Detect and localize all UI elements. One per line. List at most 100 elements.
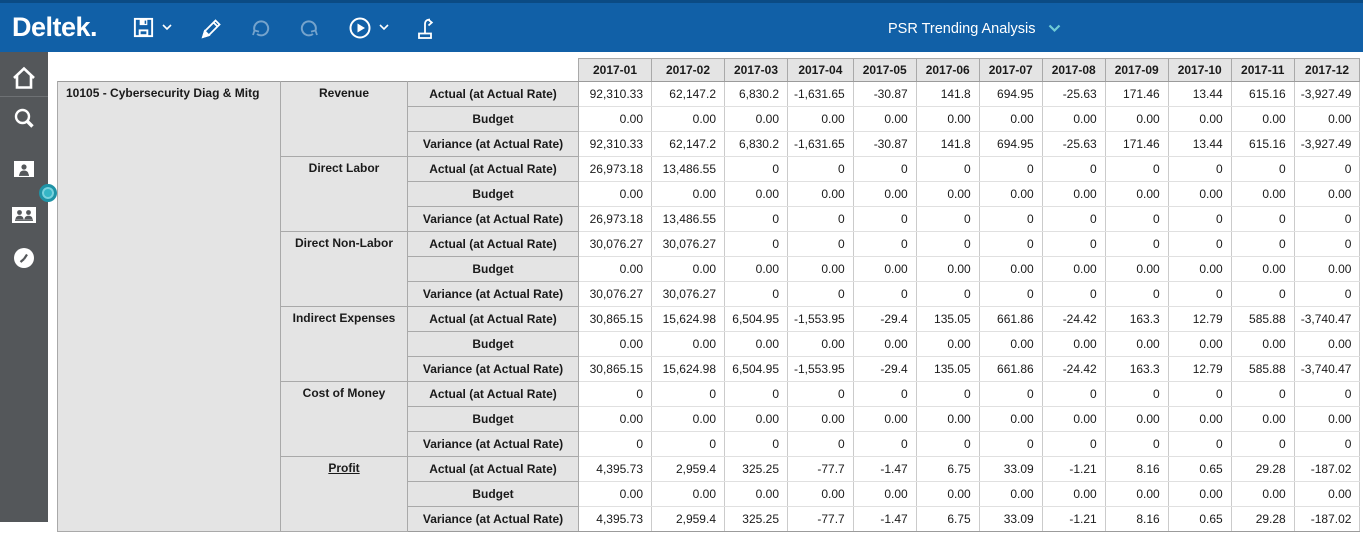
value-cell[interactable]: 0 xyxy=(1041,156,1106,182)
value-cell[interactable]: 6,830.2 xyxy=(724,81,788,107)
value-cell[interactable]: 0.00 xyxy=(915,106,980,132)
value-cell[interactable]: 0.00 xyxy=(978,181,1043,207)
value-cell[interactable]: 0.00 xyxy=(915,181,980,207)
category-cell[interactable]: Indirect Expenses xyxy=(280,306,408,382)
value-cell[interactable]: 0.00 xyxy=(915,331,980,357)
value-cell[interactable]: -77.7 xyxy=(787,506,854,532)
value-cell[interactable]: 163.3 xyxy=(1104,356,1169,382)
value-cell[interactable]: 0 xyxy=(1167,281,1232,307)
value-cell[interactable]: 585.88 xyxy=(1230,306,1295,332)
value-cell[interactable]: 29.28 xyxy=(1230,456,1295,482)
value-cell[interactable]: 0.00 xyxy=(651,256,725,282)
value-cell[interactable]: 0 xyxy=(978,431,1043,457)
value-cell[interactable]: 0.00 xyxy=(852,331,917,357)
value-cell[interactable]: 0 xyxy=(1293,431,1361,457)
value-cell[interactable]: 0 xyxy=(1167,156,1232,182)
sidebar-item-people[interactable] xyxy=(0,206,48,231)
value-cell[interactable]: 26,973.18 xyxy=(578,206,652,232)
value-cell[interactable]: 0 xyxy=(787,156,854,182)
value-cell[interactable]: 0 xyxy=(1104,381,1169,407)
value-cell[interactable]: 15,624.98 xyxy=(651,356,725,382)
value-cell[interactable]: 0 xyxy=(852,381,917,407)
run-dropdown-chevron-icon[interactable] xyxy=(379,24,389,31)
value-cell[interactable]: 0 xyxy=(1230,381,1295,407)
value-cell[interactable]: 0.00 xyxy=(1230,181,1295,207)
value-cell[interactable]: -3,927.49 xyxy=(1293,131,1361,157)
value-cell[interactable]: 0 xyxy=(1167,206,1232,232)
value-cell[interactable]: 0 xyxy=(724,156,788,182)
value-cell[interactable]: 0.00 xyxy=(1293,331,1361,357)
value-cell[interactable]: 6.75 xyxy=(915,506,980,532)
value-cell[interactable]: 0.00 xyxy=(1293,481,1361,507)
value-cell[interactable]: -30.87 xyxy=(852,131,917,157)
value-cell[interactable]: 0.00 xyxy=(1167,406,1232,432)
value-cell[interactable]: 0.00 xyxy=(578,481,652,507)
value-cell[interactable]: 0.00 xyxy=(978,106,1043,132)
value-cell[interactable]: -1,631.65 xyxy=(787,81,854,107)
month-column-header[interactable]: 2017-11 xyxy=(1230,58,1295,82)
value-cell[interactable]: -3,740.47 xyxy=(1293,356,1361,382)
value-cell[interactable]: 0.00 xyxy=(1104,331,1169,357)
value-cell[interactable]: 0.00 xyxy=(651,481,725,507)
category-cell[interactable]: Revenue xyxy=(280,81,408,157)
value-cell[interactable]: 141.8 xyxy=(915,81,980,107)
value-cell[interactable]: 661.86 xyxy=(978,306,1043,332)
value-cell[interactable]: 0 xyxy=(1104,431,1169,457)
run-button[interactable] xyxy=(342,12,395,44)
sidebar-item-employee[interactable] xyxy=(0,160,48,185)
value-cell[interactable]: 0 xyxy=(1293,156,1361,182)
value-cell[interactable]: -29.4 xyxy=(852,306,917,332)
value-cell[interactable]: 615.16 xyxy=(1230,81,1295,107)
value-cell[interactable]: 0.00 xyxy=(1230,406,1295,432)
value-cell[interactable]: 0.00 xyxy=(1041,106,1106,132)
value-cell[interactable]: -187.02 xyxy=(1293,506,1361,532)
edit-button[interactable] xyxy=(192,12,228,44)
value-cell[interactable]: 30,865.15 xyxy=(578,306,652,332)
month-column-header[interactable]: 2017-06 xyxy=(915,58,980,82)
value-cell[interactable]: 26,973.18 xyxy=(578,156,652,182)
redo-button[interactable] xyxy=(292,12,328,44)
value-cell[interactable]: 0 xyxy=(1293,381,1361,407)
value-cell[interactable]: 30,865.15 xyxy=(578,356,652,382)
value-cell[interactable]: 0.00 xyxy=(1104,256,1169,282)
month-column-header[interactable]: 2017-05 xyxy=(852,58,917,82)
value-cell[interactable]: 0 xyxy=(1230,431,1295,457)
value-cell[interactable]: -29.4 xyxy=(852,356,917,382)
value-cell[interactable]: 0 xyxy=(978,381,1043,407)
value-cell[interactable]: -187.02 xyxy=(1293,456,1361,482)
value-cell[interactable]: 0 xyxy=(915,381,980,407)
value-cell[interactable]: 615.16 xyxy=(1230,131,1295,157)
value-cell[interactable]: 0.00 xyxy=(651,181,725,207)
value-cell[interactable]: 0 xyxy=(852,206,917,232)
value-cell[interactable]: 0.00 xyxy=(651,331,725,357)
value-cell[interactable]: 694.95 xyxy=(978,131,1043,157)
value-cell[interactable]: -24.42 xyxy=(1041,306,1106,332)
value-cell[interactable]: 0 xyxy=(578,381,652,407)
value-cell[interactable]: 0 xyxy=(724,381,788,407)
month-column-header[interactable]: 2017-03 xyxy=(724,58,788,82)
export-button[interactable] xyxy=(409,12,443,44)
month-column-header[interactable]: 2017-09 xyxy=(1104,58,1169,82)
value-cell[interactable]: 13,486.55 xyxy=(651,156,725,182)
value-cell[interactable]: -25.63 xyxy=(1041,131,1106,157)
value-cell[interactable]: 0.00 xyxy=(852,481,917,507)
value-cell[interactable]: 0 xyxy=(724,206,788,232)
value-cell[interactable]: 0 xyxy=(724,231,788,257)
value-cell[interactable]: 0 xyxy=(787,206,854,232)
month-column-header[interactable]: 2017-10 xyxy=(1167,58,1232,82)
value-cell[interactable]: 0 xyxy=(915,281,980,307)
report-title-dropdown[interactable]: PSR Trending Analysis xyxy=(888,6,1061,52)
save-button[interactable] xyxy=(126,12,178,43)
value-cell[interactable]: 0.00 xyxy=(1041,256,1106,282)
value-cell[interactable]: 0 xyxy=(978,156,1043,182)
value-cell[interactable]: 30,076.27 xyxy=(578,231,652,257)
value-cell[interactable]: 30,076.27 xyxy=(651,231,725,257)
value-cell[interactable]: 0 xyxy=(787,381,854,407)
value-cell[interactable]: 0.00 xyxy=(978,481,1043,507)
month-column-header[interactable]: 2017-08 xyxy=(1041,58,1106,82)
value-cell[interactable]: 0 xyxy=(978,231,1043,257)
value-cell[interactable]: 135.05 xyxy=(915,356,980,382)
value-cell[interactable]: 0.00 xyxy=(578,106,652,132)
value-cell[interactable]: 0.00 xyxy=(1293,256,1361,282)
value-cell[interactable]: 0 xyxy=(915,206,980,232)
